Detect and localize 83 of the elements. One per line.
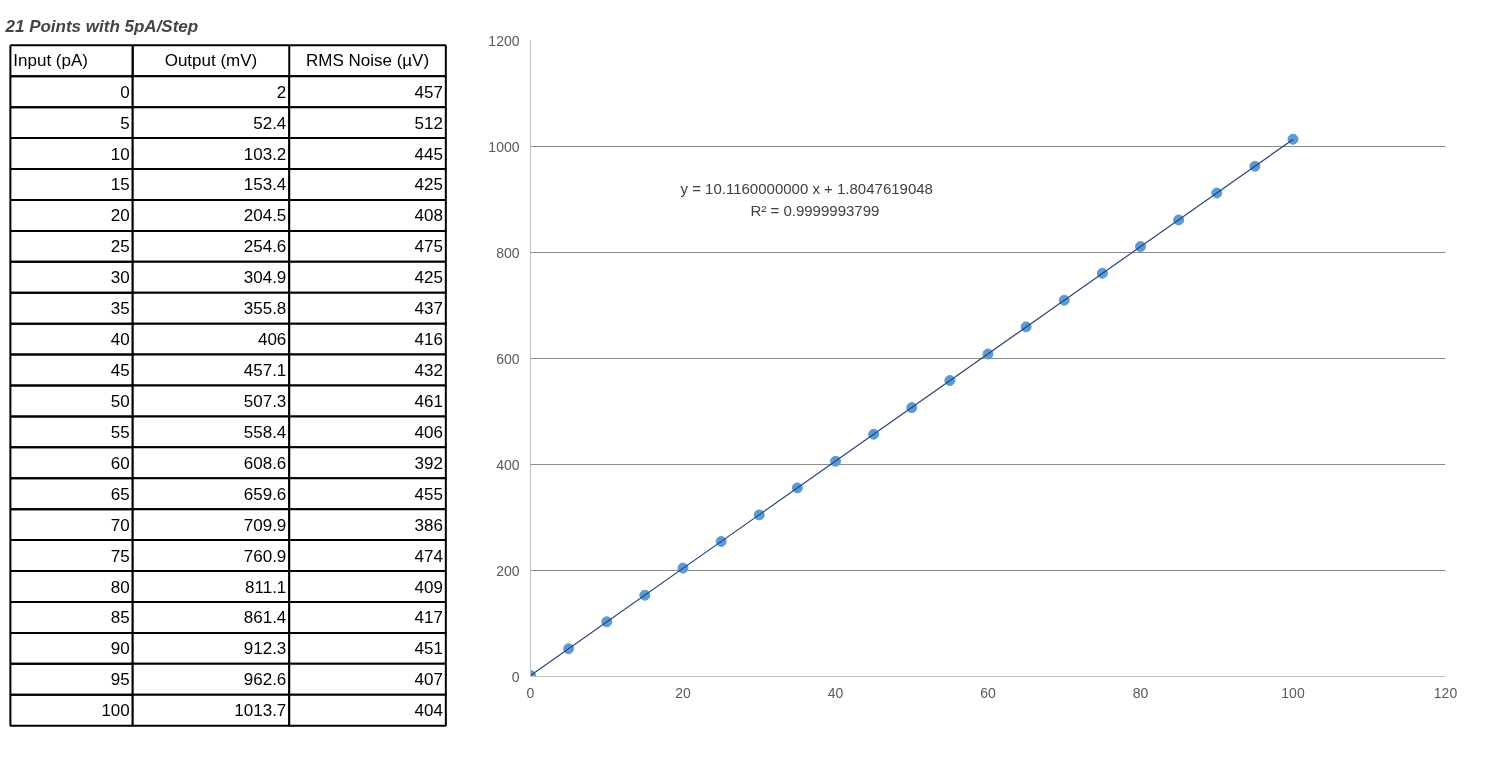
- y-tick-label: 85: [110, 608, 130, 628]
- data-label: 512: [414, 113, 443, 133]
- data-label: 760.9: [243, 546, 287, 566]
- data-label: 425: [414, 175, 443, 195]
- y-tick-label: 40: [110, 330, 130, 350]
- x-tick-label: 60: [980, 684, 996, 701]
- y-tick-label: 30: [110, 268, 130, 288]
- data-label: 407: [414, 670, 443, 690]
- data-label: 507.3: [243, 391, 287, 411]
- data-label: 912.3: [243, 639, 287, 659]
- x-tick-label: 120: [1433, 684, 1458, 701]
- data-label: 659.6: [243, 484, 287, 504]
- data-label: 457.1: [243, 361, 287, 381]
- y-tick-label: 800: [496, 244, 520, 261]
- data-label: 409: [414, 577, 443, 597]
- chart-title: 21 Points with 5pA/Step: [4, 16, 199, 36]
- y-tick-label: 75: [110, 546, 130, 566]
- data-label: 417: [414, 608, 443, 628]
- data-label: 404: [414, 701, 443, 721]
- y-tick-label: 70: [110, 515, 130, 535]
- x-tick-label: 80: [1132, 684, 1149, 701]
- x-tick-label: RMS Noise (µV): [305, 51, 430, 71]
- y-tick-label: 50: [110, 391, 130, 411]
- data-label: 254.6: [243, 237, 287, 257]
- data-label: 962.6: [243, 670, 287, 690]
- data-label: 304.9: [243, 268, 287, 288]
- data-label: 406: [257, 330, 287, 350]
- x-tick-label: 0: [526, 684, 535, 701]
- data-label: 445: [414, 144, 443, 164]
- y-tick-label: 200: [496, 562, 520, 579]
- x-tick-label: 20: [675, 684, 691, 701]
- y-tick-label: 15: [110, 175, 130, 195]
- y-tick-label: 0: [511, 668, 520, 685]
- y-tick-label: 20: [110, 206, 130, 226]
- data-label: 408: [414, 206, 443, 226]
- data-label: 1013.7: [234, 701, 287, 721]
- y-tick-label: 60: [110, 453, 130, 473]
- data-label: 455: [414, 484, 443, 504]
- data-label: 416: [414, 330, 443, 350]
- data-label: 709.9: [243, 515, 287, 535]
- y-tick-label: 35: [110, 299, 130, 319]
- data-label: 52.4: [253, 113, 287, 133]
- y-tick-label: 65: [110, 484, 130, 504]
- y-tick-label: 1200: [488, 32, 520, 49]
- y-tick-label: 55: [110, 422, 130, 442]
- y-tick-label: 80: [110, 577, 130, 597]
- y-tick-label: 1000: [488, 138, 520, 155]
- x-tick-label: Output (mV): [164, 51, 258, 71]
- x-tick-label: 100: [1281, 684, 1305, 701]
- data-label: 437: [414, 299, 443, 319]
- y-tick-label: 600: [496, 350, 520, 367]
- y-tick-label: 45: [110, 361, 130, 381]
- y-tick-label: 25: [110, 237, 130, 257]
- data-label: 355.8: [243, 299, 287, 319]
- data-label: 461: [414, 391, 443, 411]
- annotation: y = 10.1160000000 x + 1.8047619048: [680, 179, 933, 197]
- data-label: 386: [414, 515, 443, 535]
- y-tick-label: 5: [120, 113, 130, 133]
- data-label: 103.2: [243, 144, 287, 164]
- data-label: 457: [414, 82, 443, 102]
- data-label: 558.4: [243, 422, 287, 442]
- data-label: 811.1: [245, 577, 287, 597]
- data-label: 475: [414, 237, 443, 257]
- y-tick-label: 100: [101, 701, 130, 721]
- y-axis-title: Input (pA): [13, 51, 88, 71]
- data-label: 204.5: [243, 206, 287, 226]
- data-label: 2: [276, 82, 287, 102]
- data-label: 153.4: [243, 175, 287, 195]
- y-tick-label: 95: [110, 670, 130, 690]
- y-tick-label: 0: [120, 82, 130, 102]
- y-tick-label: 10: [110, 144, 130, 164]
- data-label: 392: [414, 453, 443, 473]
- data-label: 406: [414, 422, 443, 442]
- annotation: R² = 0.9999993799: [750, 201, 880, 219]
- data-label: 474: [414, 546, 443, 566]
- data-label: 425: [414, 268, 443, 288]
- x-tick-label: 40: [827, 684, 844, 701]
- y-tick-label: 90: [110, 639, 130, 659]
- data-label: 861.4: [243, 608, 287, 628]
- data-label: 451: [414, 639, 443, 659]
- y-tick-label: 400: [496, 456, 520, 473]
- data-label: 432: [414, 361, 443, 381]
- data-label: 608.6: [243, 453, 287, 473]
